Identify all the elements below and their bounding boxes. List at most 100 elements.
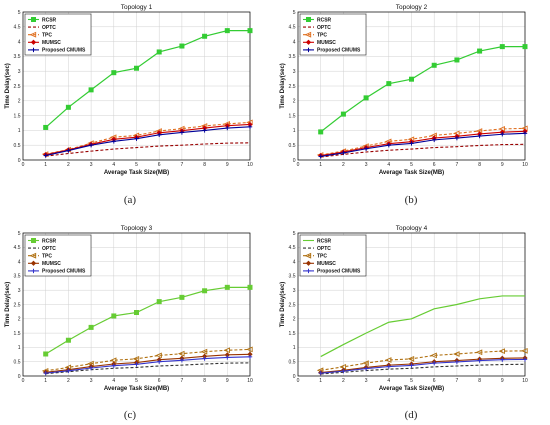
series-line xyxy=(320,46,525,133)
data-point xyxy=(43,351,49,357)
data-point xyxy=(134,310,140,316)
data-point xyxy=(409,141,414,146)
legend-label: Proposed CMUMS xyxy=(42,48,86,54)
x-tick-label: 6 xyxy=(158,378,161,384)
chart-panel: 0 1 2 3 4 5 6 7 8 9 10 0 0.5 1 1.5 2 2.5 3 3.5 4 4.5 5 Topolog… xyxy=(5,4,253,206)
series-tpc xyxy=(316,347,528,374)
chart-panel: 0 1 2 3 4 5 6 7 8 9 10 0 0.5 1 1.5 2 2.5 3 3.5 4 4.5 5 Topolog… xyxy=(280,225,528,421)
y-tick-label: 1.5 xyxy=(14,113,21,119)
legend-label: OPTC xyxy=(317,25,331,31)
data-point xyxy=(88,324,94,330)
y-tick-label: 1.5 xyxy=(14,331,21,337)
y-tick-label: 3.5 xyxy=(289,54,296,60)
data-point xyxy=(318,129,324,135)
legend-label: TPC xyxy=(317,254,327,260)
x-tick-label: 4 xyxy=(112,162,115,168)
data-point xyxy=(431,62,437,68)
series-line xyxy=(45,123,251,156)
plot-frame xyxy=(297,11,526,161)
x-axis-label: Average Task Size(MB) xyxy=(104,386,169,392)
y-tick-label: 0 xyxy=(18,158,21,164)
data-point xyxy=(88,365,94,371)
x-tick-label: 10 xyxy=(247,378,253,384)
chart-title: Topology 2 xyxy=(396,4,428,11)
data-point xyxy=(386,364,391,369)
y-tick-label: 4 xyxy=(18,259,21,265)
data-point xyxy=(88,143,94,148)
plot-frame xyxy=(22,11,251,161)
data-point xyxy=(157,132,162,138)
y-tick-label: 0 xyxy=(293,158,296,164)
data-point xyxy=(224,284,230,290)
y-tick-label: 1 xyxy=(293,345,296,351)
x-tick-label: 3 xyxy=(90,378,93,384)
x-axis-label: Average Task Size(MB) xyxy=(379,170,444,176)
data-point xyxy=(134,65,140,71)
series-line xyxy=(320,358,526,374)
y-tick-label: 3 xyxy=(293,288,296,294)
y-tick-label: 0 xyxy=(18,374,21,380)
data-point xyxy=(43,124,49,130)
x-axis-label: Average Task Size(MB) xyxy=(379,386,444,392)
chart-title: Topology 4 xyxy=(396,225,428,232)
data-point xyxy=(339,363,347,370)
data-point xyxy=(111,313,117,319)
data-point xyxy=(200,348,208,355)
x-axis-label: Average Task Size(MB) xyxy=(104,170,169,176)
legend-label: OPTC xyxy=(42,246,56,252)
series-line xyxy=(45,362,251,375)
data-point xyxy=(362,360,369,367)
x-tick-label: 3 xyxy=(365,162,368,168)
series-line xyxy=(320,143,526,158)
y-axis-label: Time Delay(sec) xyxy=(280,63,286,109)
legend-label: TPC xyxy=(42,33,52,39)
series-line xyxy=(320,357,526,374)
y-tick-label: 2 xyxy=(18,317,21,323)
data-point xyxy=(500,132,505,137)
series-line xyxy=(320,350,526,371)
series-optc xyxy=(320,143,526,158)
y-tick-label: 4 xyxy=(293,259,296,265)
x-tick-label: 2 xyxy=(342,162,345,168)
x-tick-label: 1 xyxy=(44,378,47,384)
data-point xyxy=(363,95,369,101)
series-mumsc xyxy=(43,351,253,375)
y-tick-label: 0.5 xyxy=(289,143,296,149)
data-point xyxy=(522,131,528,136)
data-point xyxy=(386,81,392,87)
data-point xyxy=(407,355,415,362)
series-line xyxy=(45,286,250,355)
data-point xyxy=(500,357,505,362)
y-axis-label: Time Delay(sec) xyxy=(280,282,286,328)
data-point xyxy=(223,347,230,354)
y-tick-label: 0.5 xyxy=(289,360,296,366)
data-point xyxy=(522,44,528,50)
panel-caption: (d) xyxy=(405,409,418,421)
plot-frame xyxy=(22,232,251,377)
series-proposed-cmums xyxy=(43,354,253,376)
legend-label: MUMSC xyxy=(42,40,61,46)
data-point xyxy=(155,352,162,359)
series-rcsr xyxy=(318,44,528,135)
data-point xyxy=(111,70,117,76)
x-tick-label: 7 xyxy=(456,378,459,384)
data-point xyxy=(477,48,483,54)
x-tick-label: 8 xyxy=(203,378,206,384)
y-axis-label: Time Delay(sec) xyxy=(5,282,11,328)
x-tick-label: 2 xyxy=(67,378,70,384)
series-line xyxy=(45,348,251,372)
data-point xyxy=(224,28,230,34)
panel-caption: (b) xyxy=(405,194,418,206)
data-point xyxy=(363,146,369,151)
series-optc xyxy=(45,362,251,375)
data-point xyxy=(66,148,71,153)
x-tick-label: 6 xyxy=(433,378,436,384)
x-tick-label: 2 xyxy=(67,162,70,168)
y-tick-label: 3 xyxy=(18,69,21,75)
series-line xyxy=(320,132,526,157)
legend-label: MUMSC xyxy=(317,40,336,46)
y-tick-label: 1 xyxy=(293,128,296,134)
x-tick-label: 10 xyxy=(522,162,528,168)
